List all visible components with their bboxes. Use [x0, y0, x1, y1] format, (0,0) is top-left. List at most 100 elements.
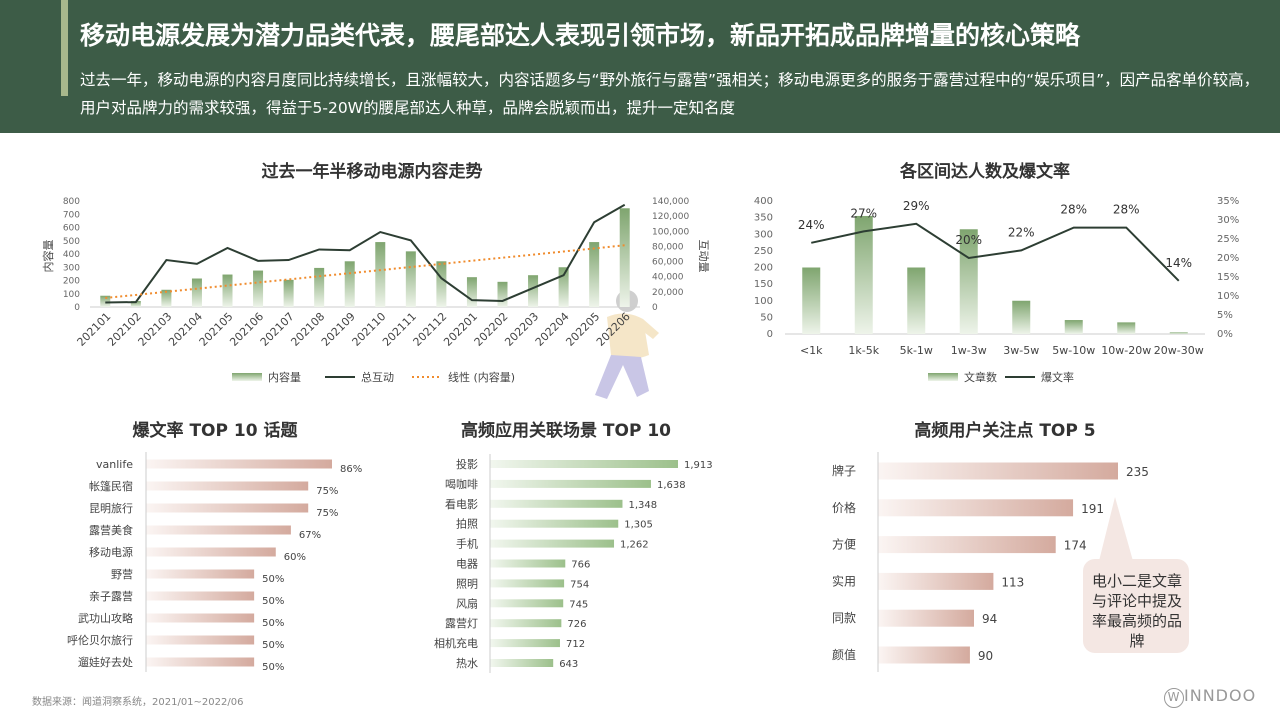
c1-y2tick-label: 80,000 — [652, 242, 684, 252]
c2-xtick-label: 20w-30w — [1154, 344, 1204, 357]
c2-xtick-label: 3w-5w — [1003, 344, 1039, 357]
c4-value-label: 643 — [559, 659, 578, 670]
c5-value-label: 235 — [1126, 465, 1149, 479]
c4-bar — [490, 539, 615, 548]
c1-y2tick-label: 100,000 — [652, 227, 689, 237]
c1-y2tick-label: 20,000 — [652, 288, 684, 298]
c4-category-label: 热水 — [456, 657, 478, 670]
c5-bar — [878, 499, 1074, 517]
c3-value-label: 67% — [299, 530, 321, 541]
c1-trendline — [105, 244, 625, 299]
c2-xtick-label: 5k-1w — [900, 344, 933, 357]
c3-bar — [146, 525, 291, 535]
c1-bar — [619, 208, 630, 307]
c4-bar — [490, 519, 619, 528]
c4-value-label: 1,348 — [628, 500, 657, 511]
c5-value-label: 174 — [1064, 539, 1087, 553]
c2-ytick-label: 200 — [754, 263, 773, 274]
c1-bar — [130, 301, 141, 307]
c3-bar — [146, 569, 255, 579]
c1-bar — [314, 267, 325, 307]
c4-bar — [490, 639, 560, 648]
c4-bar — [490, 460, 678, 468]
c1-bar — [283, 279, 294, 307]
c2-ytick-label: 0 — [767, 329, 773, 340]
c1-bar — [528, 275, 539, 307]
c1-ytick-label: 300 — [63, 263, 80, 273]
callout-box: 电小二是文章与评论中提及率最高频的品牌 — [1083, 559, 1189, 653]
c2-xtick-label: 10w-20w — [1101, 344, 1151, 357]
c3-value-label: 50% — [262, 618, 284, 629]
c4-bar — [490, 659, 554, 667]
c2-ytick-label: 350 — [754, 213, 773, 224]
c4-value-label: 712 — [566, 639, 585, 650]
c3-category-label: 帐篷民宿 — [89, 479, 133, 493]
c2-data-label: 28% — [1113, 203, 1140, 217]
c1-bar — [161, 289, 172, 307]
c4-value-label: 1,262 — [620, 540, 649, 551]
c2-line-series — [811, 222, 1180, 282]
page-subtitle: 过去一年，移动电源的内容月度同比持续增长，且涨幅较大，内容话题多与“野外旅行与露… — [80, 71, 1260, 117]
chart3-title: 爆文率 TOP 10 话题 — [132, 421, 298, 441]
c2-data-label: 22% — [1008, 225, 1035, 239]
c2-y2tick-label: 0% — [1217, 329, 1233, 340]
c5-bar — [878, 646, 970, 664]
c3-category-label: 遛娃好去处 — [78, 655, 133, 669]
c5-category-label: 同款 — [832, 611, 856, 625]
c2-bar — [907, 267, 926, 334]
c4-bar — [490, 579, 565, 588]
header-banner — [0, 0, 1280, 133]
page-title: 移动电源发展为潜力品类代表，腰尾部达人表现引领市场，新品开拓成品牌增量的核心策略 — [80, 21, 1081, 50]
c1-bar — [436, 261, 447, 307]
chart1-title: 过去一年半移动电源内容走势 — [261, 162, 483, 182]
c3-value-label: 86% — [340, 464, 362, 475]
c1-legend-swatch-bar — [232, 373, 262, 381]
c2-data-label: 29% — [903, 199, 930, 213]
c4-value-label: 745 — [569, 599, 588, 610]
c1-bar — [466, 277, 477, 307]
c4-category-label: 喝咖啡 — [445, 477, 478, 491]
callout-text: 电小二是文章与评论中提及率最高频的品牌 — [1091, 572, 1182, 650]
c5-bar — [878, 462, 1118, 480]
c3-category-label: 昆明旅行 — [89, 501, 133, 515]
c3-bar — [146, 657, 255, 667]
c1-bar — [558, 267, 569, 307]
c2-bar — [1117, 322, 1136, 334]
c3-category-label: 呼伦贝尔旅行 — [67, 633, 133, 647]
c1-y2tick-label: 0 — [652, 303, 658, 313]
c2-ytick-label: 400 — [754, 196, 773, 207]
c1-xtick-label: 202206 — [594, 310, 633, 349]
c1-bar — [222, 274, 233, 307]
c1-y2tick-label: 60,000 — [652, 258, 684, 268]
c4-category-label: 手机 — [456, 537, 478, 551]
c2-data-label: 20% — [955, 233, 982, 247]
c1-ytick-label: 0 — [74, 303, 80, 313]
c1-legend-label: 内容量 — [268, 370, 301, 384]
c1-ytick-label: 100 — [63, 290, 80, 300]
c1-y2tick-label: 140,000 — [652, 197, 689, 207]
c3-bar — [146, 613, 255, 623]
c1-bar — [253, 270, 264, 307]
c1-bar — [589, 242, 600, 307]
c3-bar — [146, 459, 332, 469]
c2-xtick-label: 1w-3w — [951, 344, 987, 357]
chart4-title: 高频应用关联场景 TOP 10 — [460, 421, 671, 441]
c4-category-label: 拍照 — [456, 517, 478, 531]
c5-bar — [878, 609, 974, 627]
c4-category-label: 露营灯 — [445, 616, 478, 630]
c5-value-label: 90 — [978, 649, 993, 663]
c2-bar — [1012, 300, 1031, 334]
c4-value-label: 754 — [570, 579, 589, 590]
c2-y2tick-label: 25% — [1217, 234, 1239, 245]
c1-bar — [375, 242, 386, 307]
c2-y2tick-label: 30% — [1217, 215, 1239, 226]
c4-value-label: 1,305 — [624, 520, 653, 531]
data-source-note: 数据来源：闻道洞察系统，2021/01~2022/06 — [32, 697, 244, 708]
c4-value-label: 726 — [567, 619, 586, 630]
c3-value-label: 75% — [316, 486, 338, 497]
c4-category-label: 风扇 — [456, 596, 478, 610]
callout-pointer — [1099, 497, 1133, 561]
brand-logo: W INNDOO — [1164, 686, 1256, 708]
c1-y2tick-label: 40,000 — [652, 273, 684, 283]
chart5-title: 高频用户关注点 TOP 5 — [914, 421, 1096, 441]
